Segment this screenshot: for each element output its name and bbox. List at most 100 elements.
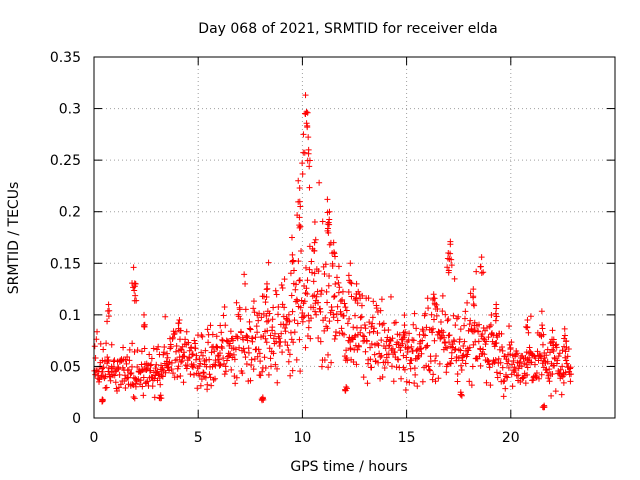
data-point xyxy=(464,299,471,306)
data-point xyxy=(408,343,415,350)
data-point xyxy=(343,347,350,354)
data-point xyxy=(461,338,468,345)
data-point xyxy=(458,391,465,398)
data-point xyxy=(326,216,333,223)
data-point xyxy=(160,349,167,356)
data-point xyxy=(284,342,291,349)
data-point xyxy=(207,322,214,329)
data-point xyxy=(295,198,302,205)
data-point xyxy=(199,333,206,340)
data-point xyxy=(147,362,154,369)
data-point xyxy=(341,331,348,338)
data-point xyxy=(213,333,220,340)
data-point xyxy=(493,369,500,376)
data-point xyxy=(253,323,260,330)
data-point xyxy=(91,343,98,350)
data-point xyxy=(461,315,468,322)
data-point xyxy=(465,347,472,354)
data-point xyxy=(126,357,133,364)
data-point xyxy=(221,304,228,311)
data-point xyxy=(116,371,123,378)
data-point xyxy=(448,256,455,263)
data-point xyxy=(114,388,121,395)
data-point xyxy=(208,349,215,356)
data-point xyxy=(315,299,322,306)
data-point xyxy=(383,338,390,345)
data-point xyxy=(325,351,332,358)
data-point xyxy=(450,312,457,319)
data-point xyxy=(238,329,245,336)
y-tick-label: 0.15 xyxy=(50,256,81,272)
data-point xyxy=(531,361,538,368)
data-point xyxy=(311,247,318,254)
data-point xyxy=(155,343,162,350)
data-point xyxy=(410,321,417,328)
data-point xyxy=(127,370,134,377)
data-point xyxy=(105,368,112,375)
data-point xyxy=(546,366,553,373)
data-point xyxy=(202,347,209,354)
data-point xyxy=(281,276,288,283)
data-point xyxy=(194,385,201,392)
data-point xyxy=(108,341,115,348)
x-tick-label: 0 xyxy=(90,430,99,446)
data-point xyxy=(250,366,257,373)
data-point xyxy=(420,331,427,338)
data-point xyxy=(326,208,333,215)
data-point xyxy=(254,329,261,336)
data-point xyxy=(326,221,333,228)
data-point xyxy=(186,347,193,354)
data-point xyxy=(358,313,365,320)
data-point xyxy=(497,370,504,377)
data-point xyxy=(288,292,295,299)
data-point xyxy=(346,315,353,322)
data-point xyxy=(501,377,508,384)
data-point xyxy=(94,328,101,335)
x-axis-title: GPS time / hours xyxy=(290,459,407,475)
data-point xyxy=(304,277,311,284)
data-point xyxy=(233,299,240,306)
data-point xyxy=(507,344,514,351)
data-point xyxy=(477,362,484,369)
data-point xyxy=(123,360,130,367)
data-point xyxy=(120,344,127,351)
data-point xyxy=(160,351,167,358)
data-point xyxy=(204,326,211,333)
data-point xyxy=(433,352,440,359)
data-point xyxy=(300,314,307,321)
data-point xyxy=(140,374,147,381)
data-point xyxy=(231,356,238,363)
data-point xyxy=(539,325,546,332)
data-point xyxy=(381,364,388,371)
data-point xyxy=(524,317,531,324)
data-point xyxy=(512,367,519,374)
data-point xyxy=(360,374,367,381)
data-point xyxy=(439,308,446,315)
data-point xyxy=(482,341,489,348)
data-point xyxy=(442,344,449,351)
data-point xyxy=(563,360,570,367)
data-point xyxy=(353,291,360,298)
data-point xyxy=(189,351,196,358)
data-point xyxy=(159,373,166,380)
data-point xyxy=(336,284,343,291)
y-tick-label: 0.05 xyxy=(50,359,81,375)
data-point xyxy=(464,351,471,358)
data-point xyxy=(354,346,361,353)
data-point xyxy=(240,336,247,343)
data-point xyxy=(560,379,567,386)
data-point xyxy=(415,352,422,359)
data-point xyxy=(188,344,195,351)
data-point xyxy=(177,373,184,380)
data-point xyxy=(347,346,354,353)
data-point xyxy=(493,339,500,346)
data-point xyxy=(205,339,212,346)
data-point xyxy=(504,374,511,381)
data-point xyxy=(460,342,467,349)
data-point xyxy=(172,328,179,335)
data-point xyxy=(256,350,263,357)
data-point xyxy=(538,371,545,378)
data-point xyxy=(169,334,176,341)
data-point xyxy=(223,357,230,364)
data-point xyxy=(107,377,114,384)
